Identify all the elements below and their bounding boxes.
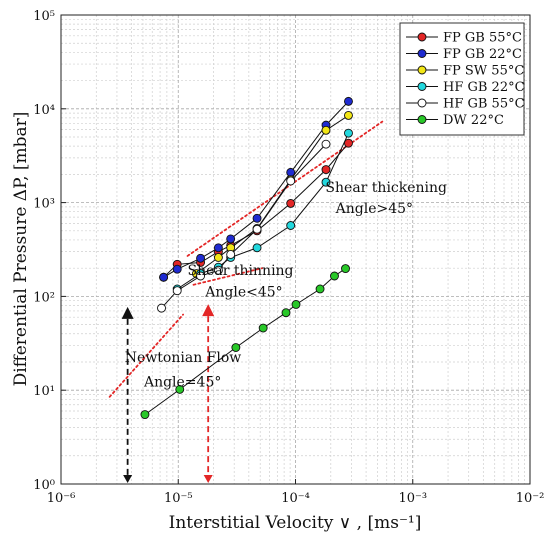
data-point [344, 138, 353, 148]
y-tick-label: 10³ [33, 197, 55, 212]
data-point [321, 125, 331, 135]
data-point [213, 265, 223, 275]
data-point [231, 343, 241, 352]
data-point [172, 286, 182, 296]
x-tick-label: 10⁻² [516, 491, 545, 506]
data-point [226, 234, 236, 244]
annotation-label: Newtonian Flow [125, 350, 242, 366]
data-point [286, 176, 296, 186]
data-point [196, 271, 206, 281]
data-point [291, 300, 301, 309]
data-point [213, 243, 223, 253]
data-point [321, 177, 331, 187]
legend-label: DW 22°C [443, 113, 504, 128]
data-series [140, 96, 353, 420]
data-point [213, 253, 223, 262]
data-point [286, 221, 296, 230]
data-point [258, 323, 268, 333]
data-point [252, 213, 262, 223]
data-point [157, 303, 166, 313]
annotation-label: Shear thinning [188, 263, 294, 279]
data-point [252, 224, 262, 234]
x-tick-label: 10⁻⁴ [281, 491, 310, 506]
series-1 [159, 96, 353, 282]
legend-label: HF GB 22°C [443, 80, 525, 95]
series-line [161, 143, 327, 309]
marker-arrow-up-1 [121, 306, 134, 319]
series-4 [157, 139, 331, 313]
y-tick-label: 10² [33, 290, 55, 305]
data-point [175, 384, 185, 394]
marker-arrow-down-2 [203, 475, 213, 483]
legend: FP GB 55°CFP GB 22°C FP SW 55°CHF GB 22°C… [399, 22, 525, 136]
annotations: Shear thickening Angle>45° Shear thinning A… [125, 180, 447, 390]
data-point [281, 308, 291, 318]
data-point [172, 264, 182, 274]
data-point [159, 272, 169, 282]
data-point [344, 128, 353, 138]
data-point [286, 198, 296, 208]
x-axis-label: Interstitial Velocity ∨ , [ms⁻¹] [169, 513, 422, 533]
y-tick-label: 10⁰ [33, 478, 55, 493]
y-tick-label: 10⁵ [33, 9, 55, 24]
data-point [330, 271, 339, 281]
legend-label: FP GB 55°C [443, 31, 522, 46]
data-point [252, 243, 262, 253]
annotation-label: Angle=45° [143, 374, 221, 390]
legend-marker [417, 115, 427, 124]
annotation-label: Angle>45° [335, 201, 413, 217]
legend-marker [417, 98, 427, 108]
data-point [140, 410, 150, 420]
data-point [315, 284, 325, 294]
legend-marker [417, 82, 427, 91]
guide-line-slope<1 [192, 267, 264, 286]
x-tick-label: 10⁻³ [398, 491, 427, 506]
y-tick-label: 10¹ [33, 384, 55, 399]
marker-arrow-up-2 [202, 304, 215, 317]
y-tick-label: 10⁴ [33, 103, 55, 118]
marker-arrow-down-1 [123, 475, 133, 483]
data-point [341, 264, 350, 274]
series-3 [172, 128, 353, 294]
annotation-label: Shear thickening [325, 180, 447, 196]
data-point [226, 250, 236, 259]
data-point [196, 253, 206, 263]
series-0 [159, 138, 353, 282]
x-tick-label: 10⁻⁶ [47, 491, 76, 506]
y-axis-label: Differential Pressure ΔP, [mbar] [11, 112, 31, 387]
series-5 [140, 264, 350, 420]
annotation-label: Angle<45° [204, 284, 282, 300]
axis-ticks: 10⁻⁶ 10⁻⁵ 10⁻⁴ 10⁻³ 10⁻² 10⁰ 10¹ 10² 10³ 10⁴ 10⁵ [33, 9, 544, 506]
x-tick-label: 10⁻⁵ [164, 491, 193, 506]
data-point [344, 96, 353, 106]
data-point [321, 139, 331, 149]
legend-marker [417, 32, 427, 42]
data-point [344, 110, 353, 120]
legend-marker [417, 49, 427, 58]
guide-line-slope=1 [108, 313, 185, 398]
legend-label: FP SW 55°C [443, 64, 524, 79]
legend-label: HF GB 55°C [443, 97, 525, 112]
legend-label: FP GB 22°C [443, 47, 522, 62]
arrow-markers [121, 304, 215, 483]
data-point [321, 165, 331, 175]
legend-marker [417, 65, 427, 75]
